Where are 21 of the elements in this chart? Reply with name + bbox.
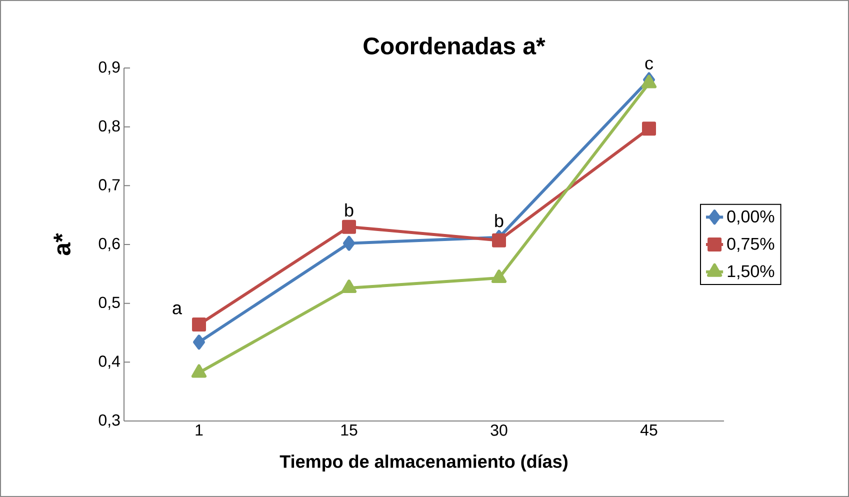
x-tick-label: 45 [640,424,658,436]
annotation: b [495,214,504,228]
x-tick-label: 1 [196,424,203,436]
chart-title: Coordenadas a* [364,36,546,54]
annotation: c [645,60,654,70]
x-axis-title: Tiempo de almacenamiento (días) [280,454,568,472]
y-tick-label: 0,6 [98,238,120,252]
y-axis-title: a* [54,233,70,256]
y-tick-label: 0,4 [98,356,120,369]
annotation: a [172,304,182,314]
annotation: b [345,203,354,217]
legend-label: 0,00% [727,210,774,224]
legend-label: 1,50% [728,265,774,280]
y-tick-label: 0,5 [98,296,120,310]
y-tick-label: 0,9 [98,61,120,75]
x-tick-label: 15 [341,424,358,436]
y-tick-label: 0,3 [98,414,120,428]
y-tick-label: 0,7 [98,179,120,192]
legend-label: 0,75% [727,238,774,252]
y-tick-label: 0,8 [98,120,120,134]
x-tick-label: 30 [490,424,508,436]
